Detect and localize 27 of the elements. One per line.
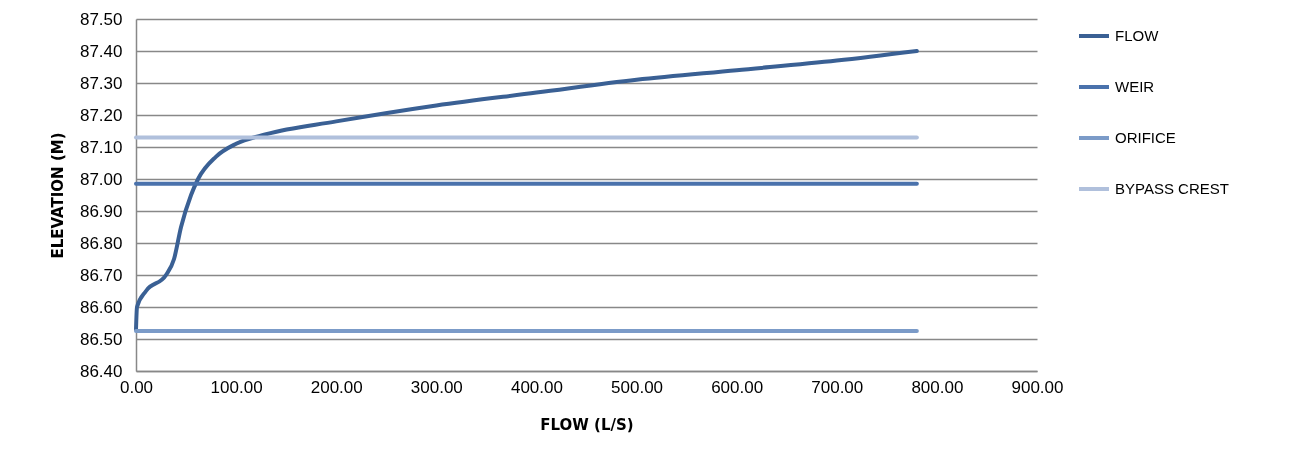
- x-tick-label: 400.00: [510, 377, 563, 397]
- y-tick-label: 86.80: [79, 233, 123, 253]
- legend-label: FLOW: [1115, 27, 1160, 44]
- y-tick-label: 87.30: [79, 73, 123, 93]
- legend-label: BYPASS CREST: [1115, 180, 1229, 197]
- x-tick-label: 900.00: [1011, 377, 1064, 397]
- line-series: [134, 49, 919, 332]
- y-tick-label: 86.50: [79, 329, 123, 349]
- legend-label: WEIR: [1115, 78, 1155, 95]
- x-tick-label: 800.00: [911, 377, 964, 397]
- y-tick-label: 87.40: [79, 41, 123, 61]
- x-tick-label: 100.00: [210, 377, 263, 397]
- y-tick-label: 87.20: [79, 105, 123, 125]
- y-tick-label: 87.10: [79, 137, 123, 157]
- x-axis-title: FLOW (L/S): [540, 415, 634, 434]
- x-tick-label: 500.00: [611, 377, 664, 397]
- y-axis-title: ELEVATION (M): [48, 132, 67, 259]
- y-tick-label: 86.90: [79, 201, 123, 221]
- y-tick-label: 86.60: [79, 297, 123, 317]
- y-tick-label: 87.50: [79, 9, 123, 29]
- y-tick-label: 86.70: [79, 265, 123, 285]
- y-tick-label: 87.00: [79, 169, 123, 189]
- x-tick-label: 300.00: [410, 377, 463, 397]
- x-tick-label: 600.00: [711, 377, 764, 397]
- x-tick-label: 200.00: [310, 377, 363, 397]
- legend-label: ORIFICE: [1115, 129, 1176, 146]
- x-tick-label: 700.00: [811, 377, 864, 397]
